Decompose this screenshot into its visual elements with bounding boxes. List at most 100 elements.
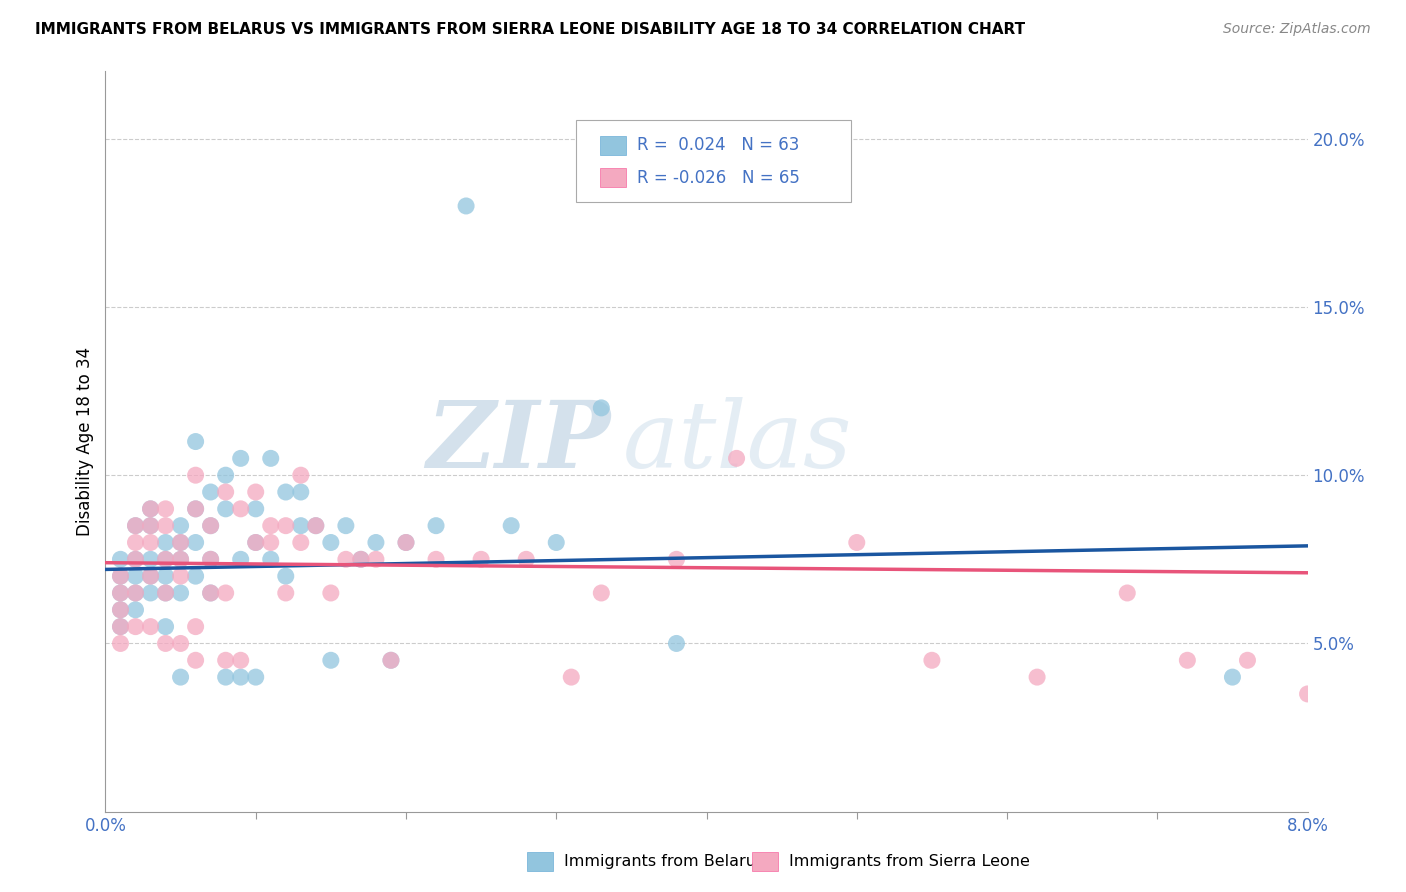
Point: [319, 535, 342, 549]
Point: [245, 670, 267, 684]
Point: [274, 518, 297, 533]
Text: ZIP: ZIP: [426, 397, 610, 486]
Point: [124, 535, 146, 549]
Point: [200, 518, 222, 533]
Point: [260, 451, 283, 466]
Text: Immigrants from Belarus: Immigrants from Belarus: [564, 855, 763, 869]
Point: [245, 535, 267, 549]
Point: [169, 552, 191, 566]
Point: [124, 518, 146, 533]
Point: [591, 586, 613, 600]
Point: [155, 619, 177, 633]
Point: [139, 586, 162, 600]
Point: [1026, 670, 1049, 684]
Point: [319, 653, 342, 667]
Point: [260, 552, 283, 566]
Text: R = -0.026   N = 65: R = -0.026 N = 65: [637, 169, 800, 186]
Point: [665, 636, 688, 650]
Point: [169, 670, 191, 684]
Point: [350, 552, 373, 566]
Point: [124, 603, 146, 617]
Point: [200, 485, 222, 500]
Point: [110, 569, 132, 583]
Point: [245, 535, 267, 549]
Point: [725, 451, 748, 466]
Point: [139, 518, 162, 533]
Point: [425, 552, 447, 566]
Point: [380, 653, 402, 667]
Point: [290, 535, 312, 549]
Point: [1236, 653, 1258, 667]
Point: [169, 552, 191, 566]
Point: [155, 518, 177, 533]
Point: [110, 636, 132, 650]
Point: [200, 518, 222, 533]
Point: [139, 501, 162, 516]
Point: [425, 518, 447, 533]
Point: [274, 569, 297, 583]
Point: [110, 552, 132, 566]
Point: [139, 552, 162, 566]
Point: [200, 586, 222, 600]
Point: [169, 569, 191, 583]
Point: [124, 569, 146, 583]
Point: [169, 535, 191, 549]
Point: [364, 552, 387, 566]
Point: [124, 552, 146, 566]
Point: [184, 468, 207, 483]
Point: [214, 501, 236, 516]
Point: [335, 552, 357, 566]
Point: [155, 586, 177, 600]
Point: [260, 535, 283, 549]
Point: [335, 518, 357, 533]
Point: [245, 501, 267, 516]
Point: [1296, 687, 1319, 701]
Point: [395, 535, 418, 549]
Text: IMMIGRANTS FROM BELARUS VS IMMIGRANTS FROM SIERRA LEONE DISABILITY AGE 18 TO 34 : IMMIGRANTS FROM BELARUS VS IMMIGRANTS FR…: [35, 22, 1025, 37]
Point: [290, 485, 312, 500]
Point: [665, 552, 688, 566]
Point: [319, 586, 342, 600]
Point: [229, 552, 252, 566]
Point: [184, 653, 207, 667]
Point: [546, 535, 568, 549]
Point: [229, 670, 252, 684]
Point: [845, 535, 868, 549]
Point: [290, 518, 312, 533]
Point: [155, 535, 177, 549]
Point: [395, 535, 418, 549]
Point: [921, 653, 943, 667]
Point: [139, 569, 162, 583]
Point: [229, 451, 252, 466]
Point: [169, 636, 191, 650]
Point: [184, 535, 207, 549]
Point: [229, 653, 252, 667]
Point: [169, 535, 191, 549]
Point: [110, 569, 132, 583]
Point: [1116, 586, 1139, 600]
Point: [214, 468, 236, 483]
Point: [169, 518, 191, 533]
Point: [110, 586, 132, 600]
Point: [124, 586, 146, 600]
Text: atlas: atlas: [623, 397, 852, 486]
Point: [454, 199, 477, 213]
Point: [124, 586, 146, 600]
Point: [515, 552, 537, 566]
Point: [1175, 653, 1198, 667]
Point: [200, 552, 222, 566]
Point: [260, 518, 283, 533]
Point: [591, 401, 613, 415]
Text: R =  0.024   N = 63: R = 0.024 N = 63: [637, 136, 799, 154]
Point: [364, 535, 387, 549]
Point: [139, 518, 162, 533]
Point: [470, 552, 492, 566]
Point: [184, 434, 207, 449]
Point: [155, 569, 177, 583]
Point: [214, 670, 236, 684]
Point: [214, 485, 236, 500]
Point: [184, 501, 207, 516]
Point: [155, 552, 177, 566]
Point: [139, 569, 162, 583]
Point: [274, 485, 297, 500]
